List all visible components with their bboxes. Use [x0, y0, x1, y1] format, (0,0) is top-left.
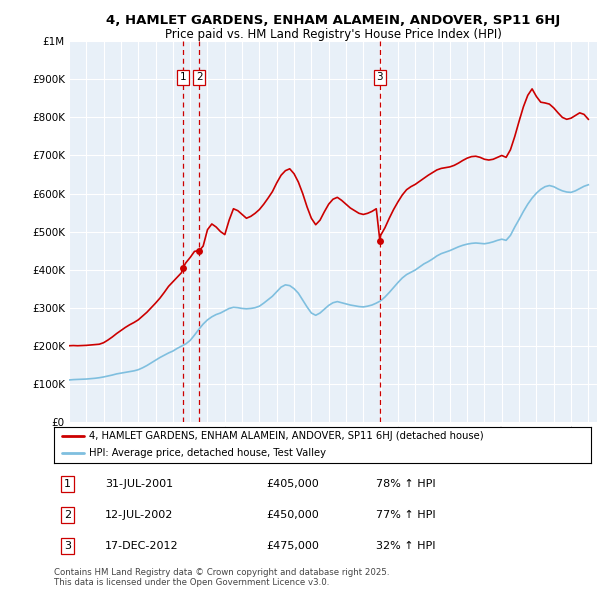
Text: 12-JUL-2002: 12-JUL-2002: [105, 510, 173, 520]
Text: HPI: Average price, detached house, Test Valley: HPI: Average price, detached house, Test…: [89, 448, 326, 458]
Text: 77% ↑ HPI: 77% ↑ HPI: [376, 510, 436, 520]
Text: 3: 3: [64, 541, 71, 551]
Text: 1: 1: [179, 73, 186, 83]
Text: 4, HAMLET GARDENS, ENHAM ALAMEIN, ANDOVER, SP11 6HJ: 4, HAMLET GARDENS, ENHAM ALAMEIN, ANDOVE…: [106, 14, 560, 27]
Text: 4, HAMLET GARDENS, ENHAM ALAMEIN, ANDOVER, SP11 6HJ (detached house): 4, HAMLET GARDENS, ENHAM ALAMEIN, ANDOVE…: [89, 431, 484, 441]
Text: 2: 2: [64, 510, 71, 520]
Text: 2: 2: [196, 73, 203, 83]
Text: 17-DEC-2012: 17-DEC-2012: [105, 541, 179, 551]
Text: 32% ↑ HPI: 32% ↑ HPI: [376, 541, 436, 551]
Text: £405,000: £405,000: [266, 478, 319, 489]
Text: Contains HM Land Registry data © Crown copyright and database right 2025.
This d: Contains HM Land Registry data © Crown c…: [54, 568, 389, 587]
Text: 31-JUL-2001: 31-JUL-2001: [105, 478, 173, 489]
Text: £475,000: £475,000: [266, 541, 319, 551]
Text: Price paid vs. HM Land Registry's House Price Index (HPI): Price paid vs. HM Land Registry's House …: [164, 28, 502, 41]
Text: 78% ↑ HPI: 78% ↑ HPI: [376, 478, 436, 489]
Text: £450,000: £450,000: [266, 510, 319, 520]
Text: 3: 3: [377, 73, 383, 83]
Text: 1: 1: [64, 478, 71, 489]
